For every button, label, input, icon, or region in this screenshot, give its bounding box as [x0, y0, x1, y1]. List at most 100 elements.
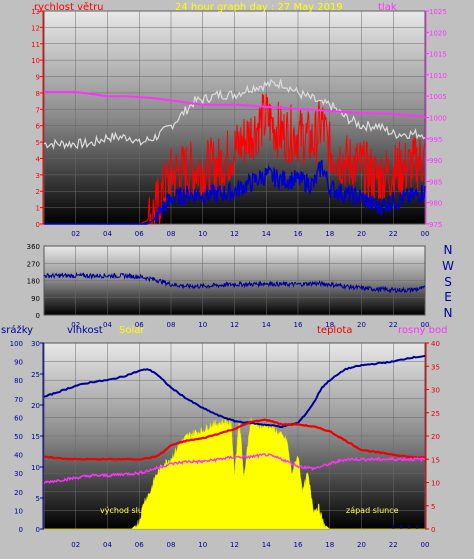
hour-tick-label: 06 [135, 541, 144, 549]
humidity-tick-label: 60 [14, 414, 23, 422]
hour-tick-label: 06 [135, 230, 144, 238]
wind-tick-label: 5 [36, 139, 40, 147]
hour-tick-label: 22 [389, 541, 398, 549]
humidity-tick-label: 80 [14, 377, 23, 385]
wind-direction-line [43, 271, 426, 294]
hour-tick-label: 16 [294, 541, 303, 549]
compass-label: N [444, 243, 453, 257]
hour-tick-label: 02 [71, 541, 80, 549]
hour-tick-label: 20 [357, 541, 366, 549]
wind-tick-label: 9 [36, 74, 40, 82]
hour-tick-label: 00 [421, 541, 430, 549]
temperature-tick-label: 30 [431, 387, 440, 395]
hour-tick-label: 00 [421, 321, 430, 329]
hour-tick-label: 08 [167, 230, 176, 238]
wind-tick-label: 7 [36, 106, 40, 114]
hour-tick-label: 02 [71, 321, 80, 329]
pressure-tick-label: 1005 [429, 93, 447, 101]
pressure-tick-label: 995 [429, 136, 442, 144]
temperature-tick-label: 20 [431, 433, 440, 441]
rain-tick-label: 15 [31, 433, 40, 441]
hour-tick-label: 10 [198, 321, 207, 329]
chart-title: 24 hour graph day : 27 May 2019 [175, 2, 343, 13]
hour-tick-label: 12 [230, 321, 239, 329]
humidity-tick-label: 10 [14, 507, 23, 515]
temperature-tick-label: 5 [431, 503, 435, 511]
hour-tick-label: 22 [389, 321, 398, 329]
pressure-line [44, 90, 426, 118]
temperature-tick-label: 15 [431, 456, 440, 464]
temperature-tick-label: 35 [431, 363, 440, 371]
humidity-tick-label: 0 [19, 526, 23, 534]
hour-tick-label: 18 [325, 321, 334, 329]
temperature-tick-label: 25 [431, 410, 440, 418]
direction-tick-label: 270 [27, 260, 40, 268]
pressure-tick-label: 1015 [429, 51, 447, 59]
hour-tick-label: 04 [103, 230, 112, 238]
wind-tick-label: 11 [31, 41, 40, 49]
pressure-tick-label: 1000 [429, 115, 447, 123]
pressure-tick-label: 985 [429, 178, 442, 186]
humidity-tick-label: 30 [14, 470, 23, 478]
solar-area [44, 417, 425, 530]
wind-tick-label: 8 [36, 90, 40, 98]
wind-pressure-series [43, 78, 426, 225]
hour-tick-label: 14 [262, 541, 271, 549]
rain-tick-label: 0 [36, 526, 40, 534]
humidity-tick-label: 50 [14, 433, 23, 441]
compass-label: S [444, 275, 452, 289]
hour-tick-label: 06 [135, 321, 144, 329]
hour-tick-label: 10 [198, 230, 207, 238]
wind-tick-label: 3 [36, 172, 40, 180]
solar-label: Solar [119, 325, 145, 336]
compass-label: E [444, 290, 452, 304]
wind-low-line [44, 159, 426, 225]
hour-tick-label: 22 [389, 230, 398, 238]
pressure-tick-label: 980 [429, 200, 442, 208]
direction-tick-label: 360 [27, 243, 40, 251]
temperature-tick-label: 10 [431, 480, 440, 488]
hour-tick-label: 16 [294, 230, 303, 238]
direction-tick-label: 0 [36, 312, 40, 320]
solar-radiation-area [44, 417, 425, 530]
temperature-line [43, 418, 426, 461]
hour-tick-label: 02 [71, 230, 80, 238]
rain-tick-label: 5 [36, 495, 40, 503]
hour-tick-label: 00 [421, 230, 430, 238]
wind-tick-label: 1 [36, 205, 40, 213]
hour-tick-label: 04 [103, 541, 112, 549]
wind-tick-label: 12 [31, 24, 40, 32]
pressure-tick-label: 1020 [429, 29, 447, 37]
direction-tick-label: 90 [31, 295, 40, 303]
wind-tick-label: 4 [36, 155, 41, 163]
hour-tick-label: 12 [230, 230, 239, 238]
rain-tick-label: 20 [31, 402, 40, 410]
hour-tick-label: 10 [198, 541, 207, 549]
pressure-tick-label: 1025 [429, 8, 447, 16]
hour-tick-label: 12 [230, 541, 239, 549]
dewpoint-label: rosný bod [398, 324, 447, 336]
sunrise-label: východ slu [100, 506, 143, 515]
hour-tick-label: 18 [325, 230, 334, 238]
rain-tick-label: 30 [31, 340, 40, 348]
rain-tick-label: 10 [31, 464, 40, 472]
humidity-tick-label: 90 [14, 359, 23, 367]
humidity-tick-label: 40 [14, 452, 23, 460]
humidity-temperature-series [43, 354, 426, 529]
humidity-line [43, 354, 426, 429]
wind-tick-label: 0 [36, 221, 40, 229]
humidity-tick-label: 20 [14, 489, 23, 497]
wind-speed-label: rychlost větru [34, 1, 104, 13]
hour-tick-label: 08 [167, 541, 176, 549]
wind-tick-label: 13 [31, 8, 40, 16]
wind-tick-label: 6 [36, 123, 41, 131]
wind-grid [40, 10, 429, 225]
dewpoint-line [43, 453, 426, 485]
sunset-label: západ slunce [346, 506, 399, 515]
wind-tick-label: 2 [36, 188, 40, 196]
wind-average-line [43, 78, 426, 151]
hour-tick-label: 18 [325, 541, 334, 549]
temperature-tick-label: 0 [431, 526, 435, 534]
direction-grid [44, 246, 425, 315]
